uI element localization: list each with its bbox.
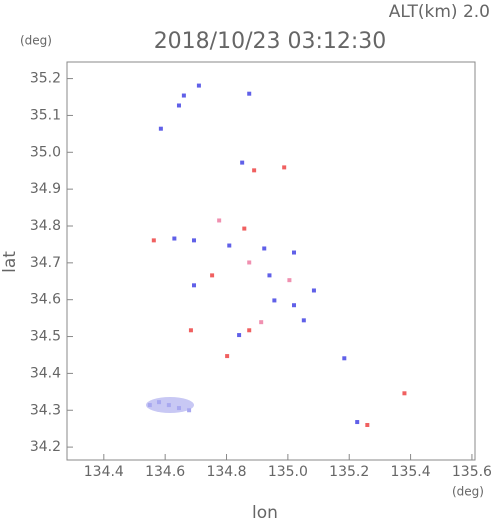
x-tick-label: 135.4	[391, 464, 431, 480]
echo-point	[262, 246, 267, 251]
y-axis-label: lat	[0, 251, 20, 273]
echo-point	[187, 408, 192, 413]
x-tick-label: 135.6	[452, 464, 491, 480]
x-tick-label: 135.0	[268, 464, 308, 480]
echo-point	[252, 168, 257, 173]
x-tick-label: 134.6	[145, 464, 185, 480]
echo-point	[158, 126, 163, 131]
y-unit: (deg)	[20, 34, 52, 48]
echo-point	[240, 160, 245, 165]
echo-point	[192, 283, 197, 288]
x-unit: (deg)	[452, 485, 484, 499]
echo-point	[176, 103, 181, 108]
y-tick-label: 34.5	[30, 329, 61, 345]
echo-point	[237, 333, 242, 338]
y-tick-label: 34.2	[30, 439, 61, 455]
echo-point	[259, 320, 264, 325]
echo-point	[166, 403, 171, 408]
echo-point	[292, 303, 297, 308]
echo-point	[225, 354, 230, 359]
echo-point	[272, 298, 277, 303]
echo-point	[292, 250, 297, 255]
echo-point	[196, 83, 201, 88]
echo-point	[147, 403, 152, 408]
x-tick-label: 135.2	[329, 464, 369, 480]
y-tick-label: 34.9	[30, 181, 61, 197]
echo-point	[287, 278, 292, 283]
echo-point	[247, 91, 252, 96]
y-tick-label: 34.3	[30, 402, 61, 418]
echo-point	[172, 236, 177, 241]
echo-point	[365, 422, 370, 427]
echo-point	[188, 328, 193, 333]
echo-point	[342, 356, 347, 361]
y-tick-label: 34.4	[30, 365, 61, 381]
echo-point	[210, 273, 215, 278]
echo-point	[267, 273, 272, 278]
echo-point	[282, 165, 287, 170]
echo-point	[247, 260, 252, 265]
echo-point	[181, 93, 186, 98]
echo-point	[311, 288, 316, 293]
chart-title: 2018/10/23 03:12:30	[154, 29, 387, 54]
y-tick-label: 35.0	[30, 144, 61, 160]
plot-frame	[66, 61, 476, 461]
echo-point	[227, 243, 232, 248]
y-tick-label: 34.6	[30, 292, 61, 308]
echo-point	[151, 238, 156, 243]
altitude: ALT(km) 2.0	[389, 2, 490, 22]
y-tick-label: 34.7	[30, 255, 61, 271]
echo-point	[242, 226, 247, 231]
echo-point	[247, 328, 252, 333]
echo-point	[402, 391, 407, 396]
x-tick-label: 134.4	[84, 464, 124, 480]
echo-point	[217, 218, 222, 223]
echo-point	[176, 406, 181, 411]
y-tick-label: 34.8	[30, 218, 61, 234]
echo-point	[192, 238, 197, 243]
echo-point	[301, 318, 306, 323]
x-tick-label: 134.8	[206, 464, 246, 480]
echo-point	[355, 420, 360, 425]
y-tick-label: 35.2	[30, 71, 61, 87]
x-axis-label: lon	[252, 503, 278, 521]
y-tick-label: 35.1	[30, 107, 61, 123]
echo-point	[157, 400, 162, 405]
